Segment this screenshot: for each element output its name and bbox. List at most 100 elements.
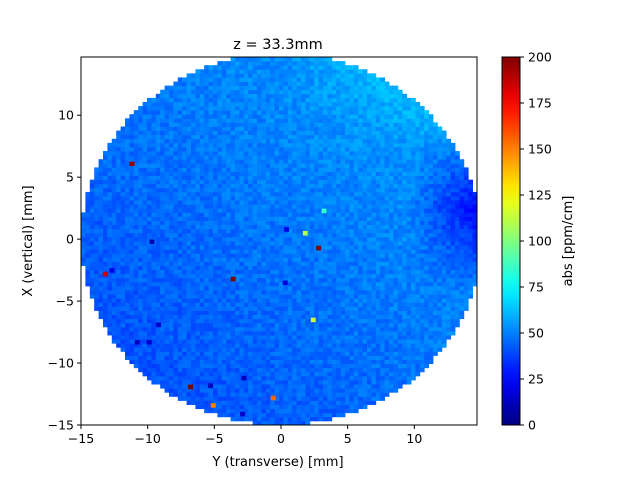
heatmap-cell [283,277,289,283]
heatmap-cell [120,187,126,193]
heatmap-cell [248,191,253,197]
heatmap-cell [177,347,183,352]
heatmap-cell [169,245,174,250]
heatmap-cell [142,167,148,172]
heatmap-cell [147,106,152,111]
heatmap-cell [362,183,368,189]
heatmap-cell [208,171,214,176]
heatmap-cell [296,367,302,373]
heatmap-cell [160,118,165,123]
heatmap-cell [296,384,302,389]
heatmap-cell [292,65,297,70]
heatmap-cell [336,298,341,303]
heatmap-cell [340,388,346,393]
heatmap-cell [270,408,275,414]
heatmap-cell [199,187,205,193]
heatmap-cell [173,253,179,258]
heatmap-cell [164,375,170,381]
heatmap-cell [107,151,113,156]
heatmap-cell [362,204,368,209]
heatmap-cell [226,85,231,91]
heatmap-cell [177,375,183,381]
heatmap-cell [261,249,267,254]
heatmap-cell [111,257,117,262]
heatmap-cell [239,347,245,352]
heatmap-cell [340,97,346,103]
heatmap-cell [160,220,165,226]
heatmap-cell [309,400,315,405]
heatmap-cell [274,314,280,320]
heatmap-cell [349,159,355,164]
heatmap-cell [85,224,91,230]
heatmap-cell [367,294,372,299]
heatmap-cell [358,241,363,246]
heatmap-cell [323,339,328,344]
heatmap-cell [314,285,319,291]
heatmap-cell [120,273,126,279]
heatmap-cell [169,97,174,103]
heatmap-cell [296,273,302,279]
heatmap-cell [243,322,249,328]
heatmap-cell [248,126,253,131]
heatmap-cell [243,339,249,344]
heatmap-cell [367,310,372,315]
heatmap-cell [107,204,113,209]
heatmap-cell [265,106,271,111]
heatmap-cell [239,339,245,344]
heatmap-cell [362,306,368,311]
heatmap-cell [120,204,126,209]
heatmap-cell [239,285,245,291]
heatmap-cell [323,163,328,168]
heatmap-cell [287,400,293,405]
heatmap-cell [336,179,341,185]
heatmap-cell [138,224,143,230]
heatmap-cell [125,228,130,234]
heatmap-cell [287,318,293,324]
heatmap-cell [98,236,104,242]
heatmap-cell [204,175,209,181]
heatmap-cell [107,216,113,221]
heatmap-cell [151,269,157,275]
heatmap-cell [195,179,201,185]
heatmap-cell [279,273,284,279]
heatmap-cell [103,310,108,315]
heatmap-cell [147,269,152,275]
heatmap-cell [323,392,328,397]
heatmap-cell [230,294,236,299]
heatmap-cell [327,310,333,315]
heatmap-cell [160,126,165,131]
heatmap-cell [323,281,328,287]
heatmap-cell [177,106,183,111]
heatmap-cell [345,359,350,365]
heatmap-cell [235,416,240,422]
heatmap-cell [331,298,337,303]
heatmap-cell [296,159,302,164]
heatmap-cell [296,151,302,156]
heatmap-cell [283,273,289,279]
heatmap-cell [349,375,355,381]
heatmap-cell [331,220,337,226]
heatmap-cell [261,228,267,234]
heatmap-cell [186,208,192,213]
heatmap-cell [173,106,179,111]
heatmap-cell [169,101,174,107]
heatmap-cell [147,232,152,238]
heatmap-cell [248,122,253,127]
heatmap-cell [287,57,293,62]
heatmap-cell [213,396,218,401]
heatmap-cell [279,130,284,136]
heatmap-cell [314,412,319,418]
heatmap-cell [116,261,121,266]
heatmap-cell [125,118,130,123]
heatmap-cell [301,236,306,242]
heatmap-cell [292,392,297,397]
heatmap-cell [270,93,275,99]
heatmap-cell [98,253,104,258]
heatmap-cell [243,335,249,340]
heatmap-cell [217,322,223,328]
heatmap-cell [248,306,253,311]
heatmap-cell [129,167,135,172]
heatmap-cell [270,318,275,324]
heatmap-cell [257,130,262,136]
heatmap-cell [151,130,157,136]
